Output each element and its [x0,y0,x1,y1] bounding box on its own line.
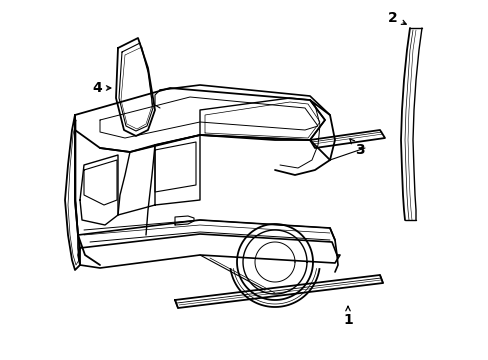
Text: 4: 4 [92,81,111,95]
Text: 3: 3 [349,139,364,157]
Text: 2: 2 [387,11,406,25]
Text: 1: 1 [343,306,352,327]
